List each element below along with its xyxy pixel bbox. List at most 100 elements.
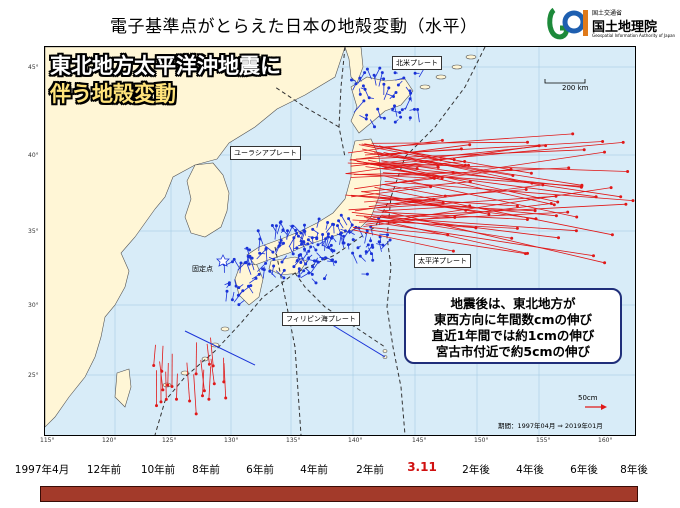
vector-tip	[332, 249, 336, 253]
timeline-progress-bar	[40, 486, 638, 502]
vector-tip	[326, 232, 330, 236]
displacement-vector	[193, 374, 197, 414]
fixed-point-marker	[216, 254, 230, 267]
lat-tick-35: 35°	[28, 228, 39, 235]
timeline-tick: 8年前	[192, 464, 220, 476]
lon-tick-130: 130°	[224, 437, 239, 444]
displacement-vector	[312, 258, 318, 267]
displacement-vector	[358, 227, 364, 238]
vector-tip	[322, 277, 326, 281]
displacement-vector	[347, 162, 439, 168]
pre-event-vectors	[222, 63, 428, 307]
vector-tip	[295, 231, 299, 235]
vector-tip	[271, 250, 275, 254]
fixed-point-label: 固定点	[192, 265, 213, 273]
timeline-tick: 12年前	[86, 464, 122, 476]
displacement-vector	[370, 227, 448, 236]
vector-tip	[239, 261, 243, 265]
vector-tip	[281, 241, 285, 245]
vector-tip	[307, 271, 311, 275]
callout-line-4: 宮古市付近で約5cmの伸び	[435, 344, 591, 359]
distance-scale-label: 200 km	[562, 84, 589, 92]
gsi-ministry: 国土交通省	[592, 10, 623, 17]
displacement-vector	[237, 262, 246, 271]
timeline: 1997年4月 12年前 10年前 8年前 6年前 4年前 2年前 3.11 2…	[0, 458, 680, 508]
vector-tip	[358, 92, 362, 96]
vector-tip	[166, 383, 170, 387]
vector-tip	[510, 236, 514, 240]
vector-scale-label: 50cm	[578, 394, 598, 402]
vector-tip	[316, 260, 320, 264]
displacement-vector	[286, 225, 293, 239]
vector-tip	[380, 71, 384, 75]
vector-tip	[291, 252, 295, 256]
displacement-vector	[326, 236, 329, 246]
vector-tip	[364, 250, 368, 254]
vector-tip	[200, 394, 204, 398]
vector-tip	[365, 113, 369, 117]
headline-line1: 東北地方太平洋沖地震に	[50, 54, 281, 78]
displacement-vector	[394, 105, 398, 117]
vector-tip	[342, 234, 346, 238]
vector-tip	[601, 140, 605, 144]
vector-tip	[285, 229, 289, 233]
displacement-vector	[383, 152, 532, 184]
ogasawara-islands	[382, 349, 388, 359]
vector-tip	[515, 226, 519, 230]
vector-tip	[306, 238, 310, 242]
headline-line2: 伴う地殻変動	[50, 82, 176, 106]
gsi-name: 国土地理院	[592, 20, 658, 35]
displacement-vector	[367, 68, 372, 80]
displacement-vector	[325, 223, 333, 233]
vector-tip	[621, 140, 625, 144]
displacement-vector	[200, 359, 205, 391]
vector-tip	[369, 252, 373, 256]
vector-tip	[331, 222, 335, 226]
displacement-vector	[345, 194, 557, 217]
vector-tip	[212, 382, 216, 386]
vector-tip	[398, 111, 402, 115]
displacement-vector	[358, 144, 466, 166]
displacement-vector	[167, 362, 169, 386]
lon-tick-150: 150°	[474, 437, 489, 444]
vector-tip	[626, 170, 630, 174]
vector-tip	[188, 399, 192, 403]
vector-tip	[402, 76, 406, 80]
vector-tip	[247, 262, 251, 266]
vector-tip	[392, 104, 396, 108]
timeline-event-marker: 3.11	[407, 460, 437, 474]
timeline-tick: 6年前	[246, 464, 274, 476]
vector-tip	[202, 389, 206, 393]
displacement-vector	[373, 75, 377, 86]
vector-tip	[365, 67, 369, 71]
displacement-vector	[375, 202, 536, 212]
displacement-vector	[364, 152, 513, 176]
displacement-vector	[241, 285, 252, 293]
displacement-vector	[417, 109, 420, 123]
vector-tip	[603, 261, 607, 265]
displacement-vector	[257, 230, 264, 245]
vector-tip	[387, 86, 391, 90]
vector-tip	[302, 223, 306, 227]
vector-tip	[296, 234, 300, 238]
vector-tip	[222, 380, 226, 384]
vector-tip	[388, 238, 392, 242]
displacement-vector	[370, 162, 628, 172]
lon-tick-155: 155°	[536, 437, 551, 444]
displacement-vector	[364, 143, 455, 161]
vector-tip	[468, 204, 472, 208]
displacement-vector	[377, 209, 605, 264]
lon-tick-135: 135°	[286, 437, 301, 444]
map-canvas	[45, 47, 635, 435]
displacement-vector	[210, 337, 214, 366]
vector-tip	[278, 221, 282, 225]
vector-tip	[367, 96, 371, 100]
vector-tip	[309, 245, 313, 249]
vector-tip	[311, 265, 315, 269]
vector-tip	[351, 251, 355, 255]
displacement-vector	[379, 216, 512, 239]
vector-tip	[249, 284, 253, 288]
lat-tick-45: 45°	[28, 64, 39, 71]
displacement-vector	[384, 184, 446, 197]
displacement-vector	[374, 67, 381, 79]
